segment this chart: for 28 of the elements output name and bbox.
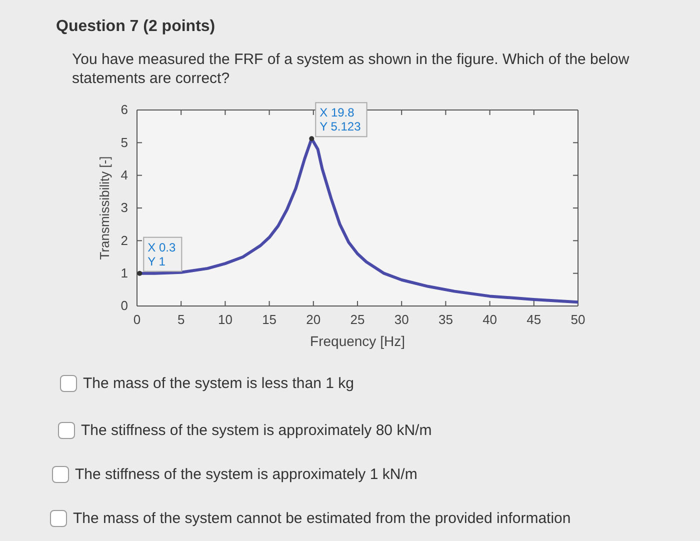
x-tick-label: 45 — [526, 312, 542, 328]
text: The stiffness of the system is approximately 1 kN/m — [75, 466, 418, 483]
x-tick-label: 25 — [350, 312, 365, 328]
x-tick-label: 50 — [570, 312, 586, 328]
annotation: X 0.3 Y 1 — [148, 240, 176, 268]
y-tick-label: 6 — [120, 102, 128, 118]
x-tick-label: 30 — [394, 312, 409, 328]
text: The mass of the system is less than 1 kg — [83, 375, 354, 392]
x-tick-label: 15 — [262, 312, 277, 328]
x-tick-label: 20 — [306, 312, 321, 328]
x-axis-title: Frequency [Hz] — [310, 333, 405, 349]
text: The stiffness of the system is approximately 80 kN/m — [81, 422, 432, 439]
y-tick-label: 1 — [120, 265, 128, 280]
y-tick-label: 2 — [120, 232, 128, 248]
x-tick-label: 40 — [482, 312, 498, 328]
text: The mass of the system cannot be estimated from the provided information — [73, 510, 571, 527]
y-tick-label: 3 — [120, 200, 128, 216]
x-tick-label: 5 — [177, 312, 185, 328]
x-tick-label: 10 — [218, 312, 232, 328]
annotation: X 19.8 Y 5.123 — [320, 106, 362, 134]
y-axis-title: Transmissibility [-] — [97, 156, 112, 260]
y-tick-label: 0 — [120, 298, 128, 314]
chart-subtitle: You have measured the FRF of a system as shown in the figure. Which of the below statements are correct? — [72, 50, 630, 88]
y-tick-label: 5 — [120, 134, 128, 150]
x-tick-label: 0 — [133, 312, 141, 328]
chart-title: Question 7 (2 points) — [56, 18, 216, 36]
y-tick-label: 4 — [120, 167, 128, 182]
x-tick-label: 35 — [438, 312, 453, 328]
